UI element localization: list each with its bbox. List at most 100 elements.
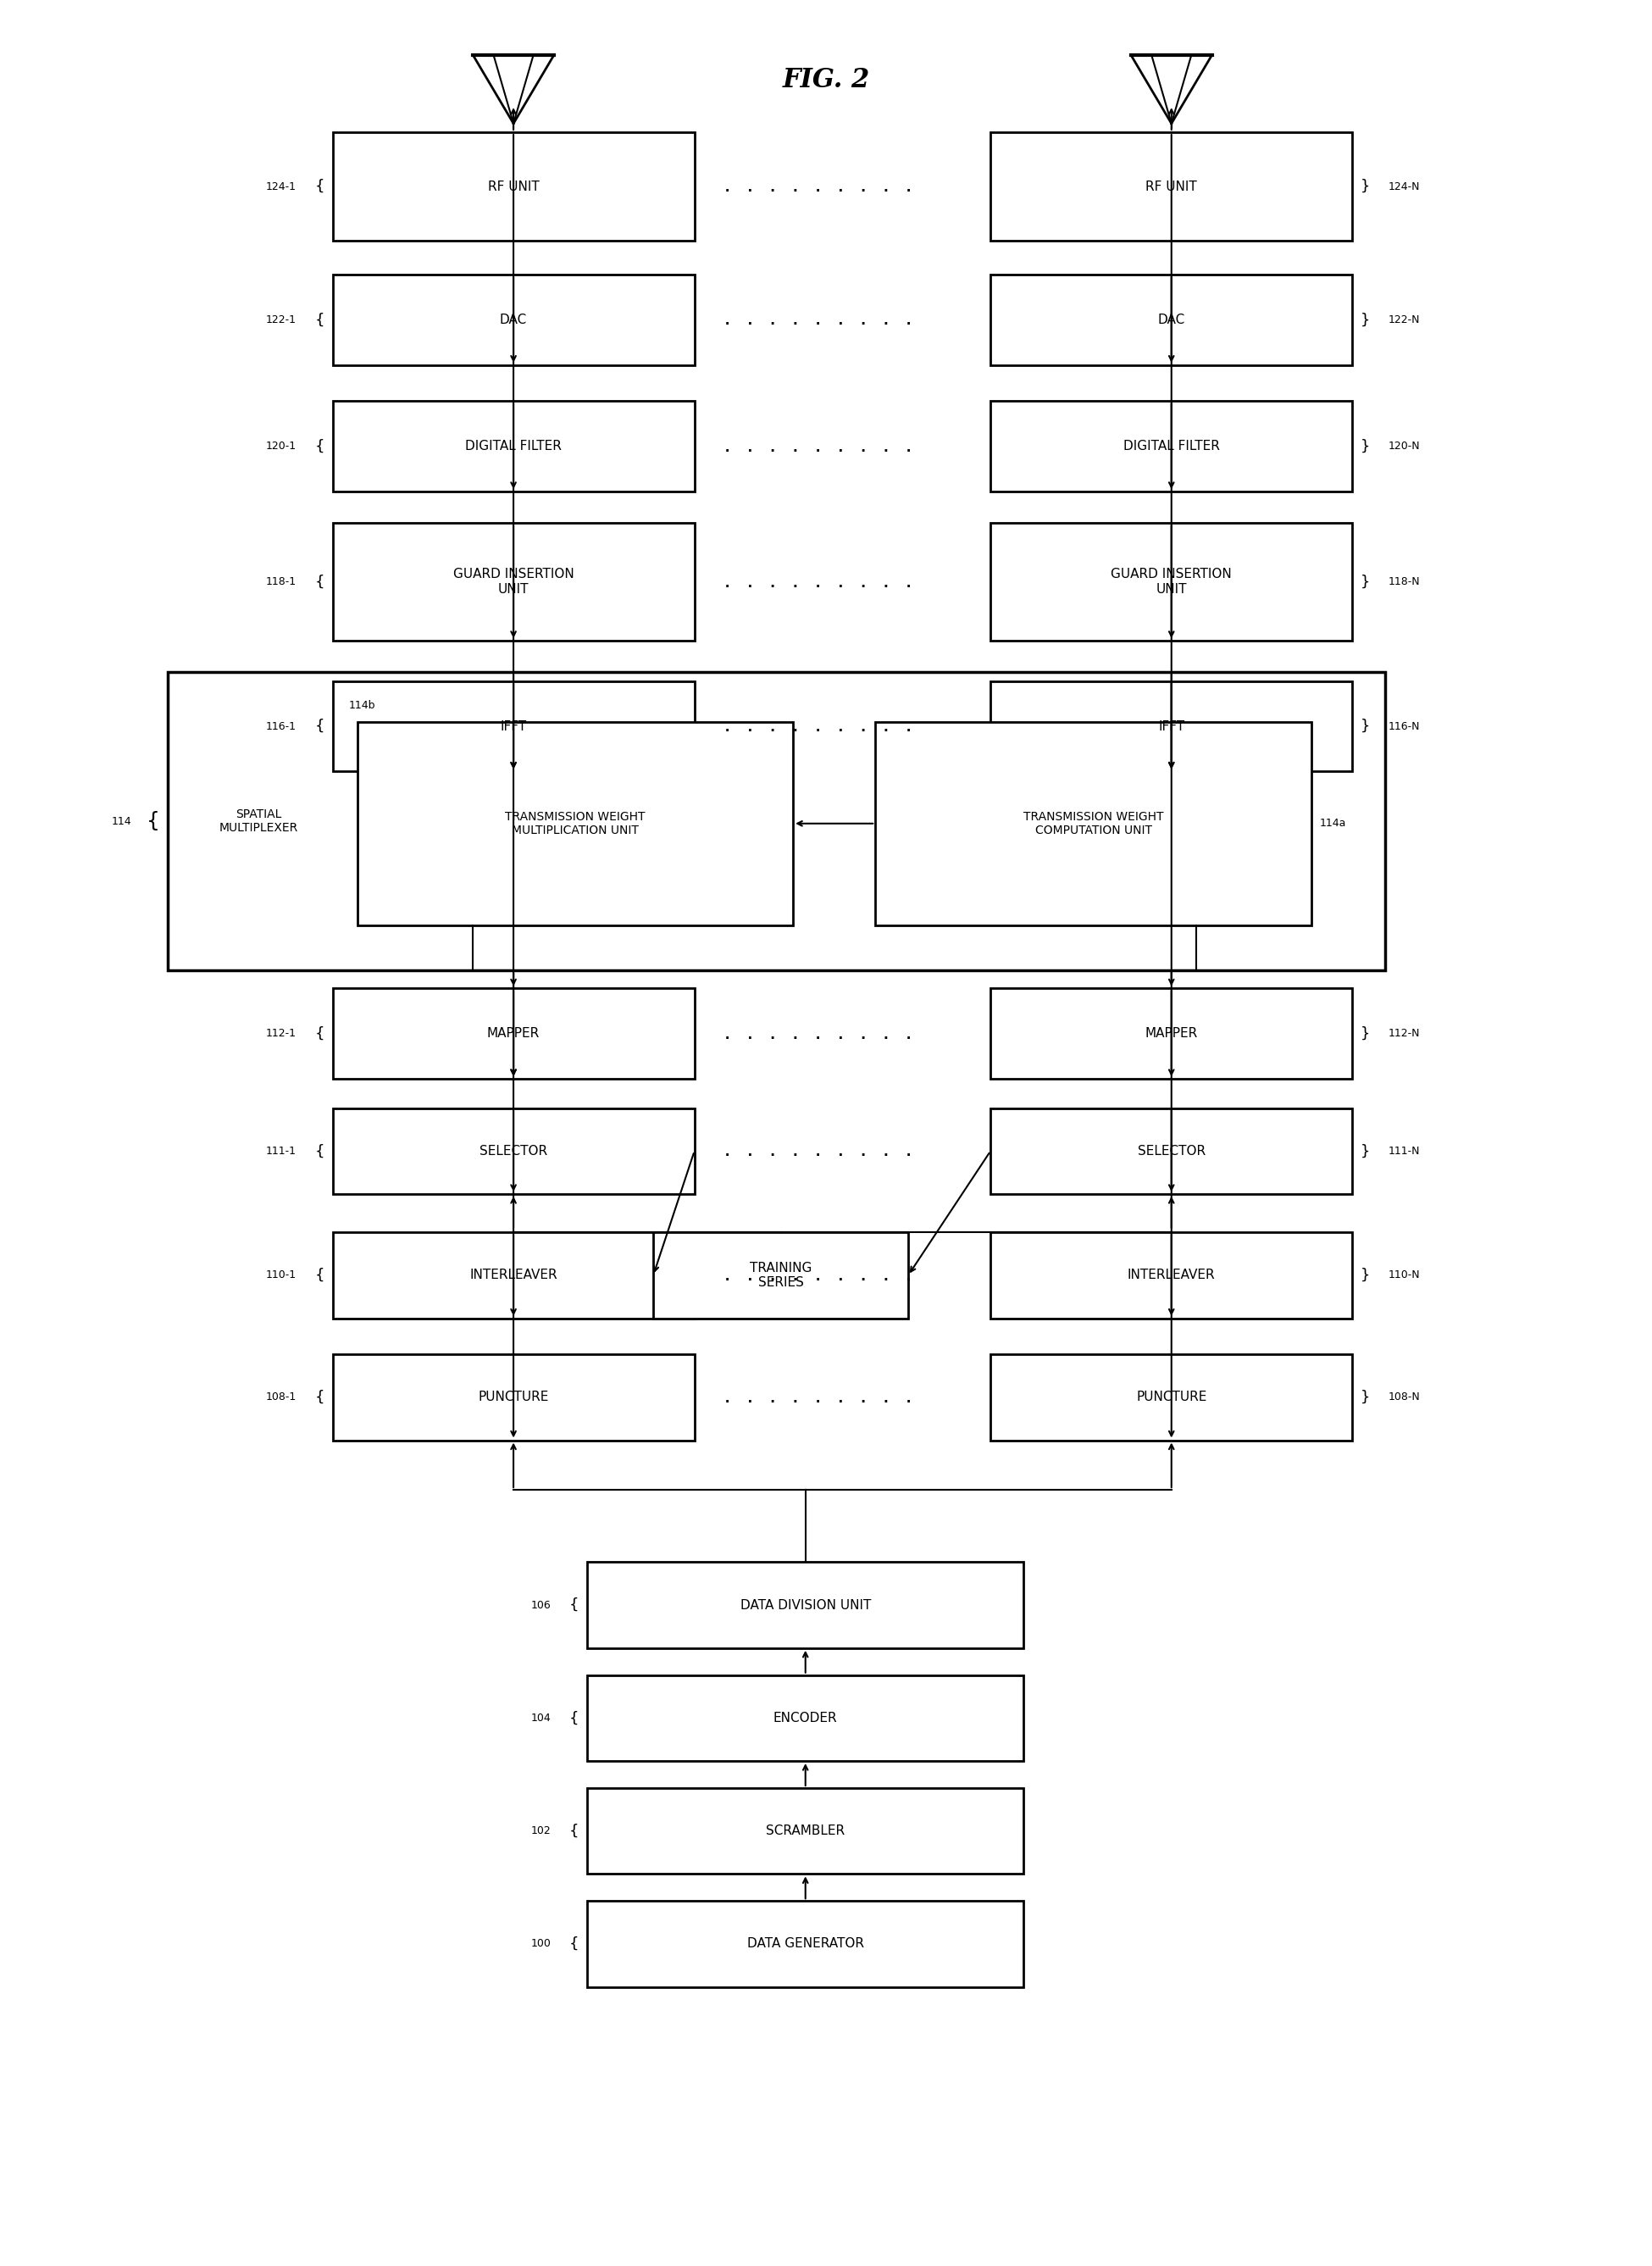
Text: SELECTOR: SELECTOR [1138, 1144, 1206, 1158]
FancyBboxPatch shape [991, 401, 1353, 492]
Text: }: } [1361, 1026, 1370, 1042]
FancyBboxPatch shape [332, 682, 694, 770]
Text: {: { [570, 1937, 580, 1951]
FancyBboxPatch shape [991, 1233, 1353, 1319]
FancyBboxPatch shape [588, 1901, 1023, 1987]
Text: . . . . . . . . .: . . . . . . . . . [722, 179, 914, 195]
Text: . . . . . . . . .: . . . . . . . . . [722, 1267, 914, 1285]
Text: MAPPER: MAPPER [487, 1026, 540, 1040]
Text: {: { [314, 1026, 324, 1042]
Text: GUARD INSERTION
UNIT: GUARD INSERTION UNIT [1110, 569, 1232, 596]
Text: }: } [1361, 313, 1370, 326]
FancyBboxPatch shape [588, 1788, 1023, 1874]
Text: . . . . . . . . .: . . . . . . . . . [722, 1142, 914, 1160]
Text: . . . . . . . . .: . . . . . . . . . [722, 310, 914, 329]
FancyBboxPatch shape [653, 1233, 909, 1319]
Text: DATA DIVISION UNIT: DATA DIVISION UNIT [740, 1600, 871, 1611]
Text: }: } [1361, 440, 1370, 453]
Text: 100: 100 [530, 1937, 552, 1949]
Text: 122-N: 122-N [1389, 315, 1421, 326]
Text: 108-N: 108-N [1389, 1391, 1421, 1403]
Text: {: { [314, 1267, 324, 1283]
Text: 112-1: 112-1 [266, 1029, 296, 1040]
Text: }: } [1361, 179, 1370, 195]
Text: SCRAMBLER: SCRAMBLER [767, 1824, 844, 1838]
Text: FIG. 2: FIG. 2 [783, 68, 869, 93]
Text: {: { [314, 440, 324, 453]
FancyBboxPatch shape [357, 723, 793, 925]
Text: 118-N: 118-N [1389, 576, 1421, 587]
Text: . . . . . . . . .: . . . . . . . . . [722, 437, 914, 455]
FancyBboxPatch shape [332, 1355, 694, 1441]
FancyBboxPatch shape [991, 523, 1353, 641]
FancyBboxPatch shape [332, 131, 694, 240]
FancyBboxPatch shape [991, 988, 1353, 1079]
Text: SELECTOR: SELECTOR [479, 1144, 547, 1158]
FancyBboxPatch shape [332, 401, 694, 492]
FancyBboxPatch shape [588, 1561, 1023, 1647]
Text: {: { [314, 179, 324, 195]
Text: GUARD INSERTION
UNIT: GUARD INSERTION UNIT [453, 569, 573, 596]
Text: INTERLEAVER: INTERLEAVER [1128, 1269, 1216, 1283]
Text: 124-N: 124-N [1389, 181, 1421, 193]
FancyBboxPatch shape [991, 1108, 1353, 1194]
Text: 102: 102 [532, 1826, 552, 1835]
Text: 112-N: 112-N [1389, 1029, 1421, 1040]
FancyBboxPatch shape [991, 131, 1353, 240]
FancyBboxPatch shape [332, 988, 694, 1079]
Text: }: } [1361, 1389, 1370, 1405]
Text: 118-1: 118-1 [266, 576, 296, 587]
Text: . . . . . . . . .: . . . . . . . . . [722, 1389, 914, 1405]
Text: IFFT: IFFT [1158, 721, 1184, 732]
FancyBboxPatch shape [991, 274, 1353, 365]
Text: PUNCTURE: PUNCTURE [477, 1391, 548, 1403]
Text: }: } [1361, 1144, 1370, 1158]
Text: {: { [314, 573, 324, 589]
Text: TRANSMISSION WEIGHT
MULTIPLICATION UNIT: TRANSMISSION WEIGHT MULTIPLICATION UNIT [506, 811, 646, 836]
Text: 111-N: 111-N [1389, 1147, 1421, 1156]
Text: 124-1: 124-1 [266, 181, 296, 193]
Text: {: { [570, 1598, 580, 1613]
Text: RF UNIT: RF UNIT [1146, 181, 1198, 193]
Text: TRAINING
SERIES: TRAINING SERIES [750, 1262, 811, 1289]
Text: INTERLEAVER: INTERLEAVER [469, 1269, 557, 1283]
Text: 120-1: 120-1 [266, 442, 296, 451]
FancyBboxPatch shape [332, 1108, 694, 1194]
Text: 114: 114 [112, 816, 132, 827]
Text: {: { [314, 1144, 324, 1158]
Text: {: { [147, 811, 160, 832]
FancyBboxPatch shape [332, 274, 694, 365]
Text: DAC: DAC [1158, 313, 1184, 326]
Text: RF UNIT: RF UNIT [487, 181, 539, 193]
Text: 106: 106 [532, 1600, 552, 1611]
Text: {: { [314, 313, 324, 326]
Text: }: } [1361, 718, 1370, 734]
Text: 108-1: 108-1 [266, 1391, 296, 1403]
Text: 120-N: 120-N [1389, 442, 1421, 451]
Text: . . . . . . . . .: . . . . . . . . . [722, 718, 914, 734]
FancyBboxPatch shape [876, 723, 1312, 925]
Text: DAC: DAC [501, 313, 527, 326]
Text: {: { [314, 1389, 324, 1405]
Text: 110-1: 110-1 [266, 1269, 296, 1280]
FancyBboxPatch shape [332, 523, 694, 641]
Text: 104: 104 [532, 1713, 552, 1724]
Text: }: } [1361, 1267, 1370, 1283]
Text: PUNCTURE: PUNCTURE [1137, 1391, 1206, 1403]
Text: {: { [570, 1711, 580, 1727]
Text: 122-1: 122-1 [266, 315, 296, 326]
Text: SPATIAL
MULTIPLEXER: SPATIAL MULTIPLEXER [220, 809, 297, 834]
FancyBboxPatch shape [991, 1355, 1353, 1441]
Text: DIGITAL FILTER: DIGITAL FILTER [1123, 440, 1219, 453]
Text: {: { [570, 1824, 580, 1838]
Text: MAPPER: MAPPER [1145, 1026, 1198, 1040]
Text: 114b: 114b [349, 700, 375, 712]
Text: 116-1: 116-1 [266, 721, 296, 732]
Text: 111-1: 111-1 [266, 1147, 296, 1156]
Text: TRANSMISSION WEIGHT
COMPUTATION UNIT: TRANSMISSION WEIGHT COMPUTATION UNIT [1023, 811, 1163, 836]
Text: ENCODER: ENCODER [773, 1711, 838, 1724]
FancyBboxPatch shape [169, 673, 1386, 970]
Text: 116-N: 116-N [1389, 721, 1421, 732]
FancyBboxPatch shape [588, 1675, 1023, 1761]
Text: }: } [1361, 573, 1370, 589]
